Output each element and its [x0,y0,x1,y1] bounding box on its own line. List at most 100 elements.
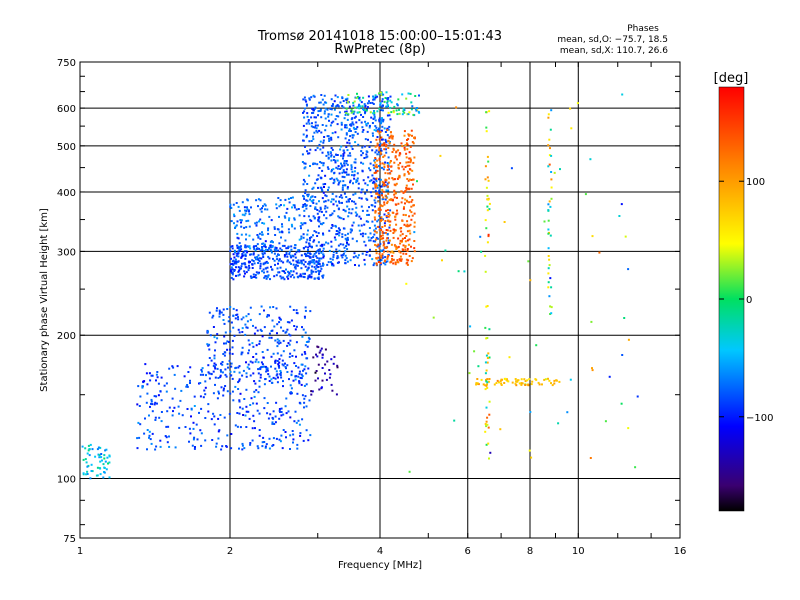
data-point [145,401,148,404]
data-point [301,161,304,163]
data-point [160,420,163,423]
data-point [405,225,408,228]
data-point [276,373,279,376]
data-point [312,215,315,218]
data-point [317,269,320,272]
data-point [402,213,405,216]
data-point [374,178,377,181]
data-point [376,186,379,189]
data-point [405,184,408,187]
data-point [409,161,412,164]
data-point [544,378,547,381]
data-point [277,197,280,199]
data-point [297,366,300,369]
data-point [309,205,312,207]
data-point [384,198,387,201]
data-point [253,395,256,398]
data-point [382,109,384,112]
data-point [212,314,215,317]
data-point [253,262,256,265]
data-point [229,203,232,206]
data-point [549,313,552,315]
y-tick-label: 600 [57,104,76,115]
data-point [404,144,407,147]
data-point [529,279,532,282]
data-point [411,105,414,108]
data-point [318,167,321,169]
data-point [487,235,490,238]
data-point [484,178,487,181]
data-point [358,103,361,106]
data-point [342,154,345,157]
data-point [321,356,324,359]
data-point [293,218,296,221]
data-point [237,250,240,253]
data-point [306,195,309,197]
data-point [108,461,111,464]
data-point [243,262,246,265]
data-point [346,260,349,263]
data-point [268,257,271,260]
data-point [320,386,323,389]
data-point [487,380,490,383]
data-point [398,112,401,115]
data-point [320,161,323,164]
data-point [305,383,308,386]
data-point [301,335,304,338]
data-point [229,245,232,248]
data-point [339,180,342,183]
data-point [348,105,351,108]
data-point [486,176,489,179]
data-point [390,260,393,263]
data-point [382,244,385,247]
data-point [253,332,256,335]
data-point [382,196,385,199]
data-point [86,452,89,455]
data-point [547,255,550,257]
data-point [287,277,290,280]
data-point [308,97,311,100]
data-point [484,165,487,168]
x-tick-label: 2 [227,546,233,557]
data-point [255,258,257,261]
data-point [292,270,295,273]
data-point [291,206,293,209]
data-point [371,101,374,104]
data-point [559,168,561,171]
data-point [278,438,281,441]
data-point [263,326,266,329]
data-point [365,124,368,127]
data-point [486,416,489,419]
data-point [281,359,284,362]
data-point [283,244,286,247]
data-point [213,423,216,426]
data-point [254,427,256,430]
data-point [257,361,260,364]
data-point [308,274,311,277]
data-point [487,198,490,201]
data-point [344,254,347,257]
data-point [621,354,624,356]
data-point [356,111,359,114]
data-point [146,392,149,395]
data-point [350,123,353,126]
data-point [194,446,196,448]
data-point [274,359,277,362]
data-point [306,357,309,360]
data-point [543,378,546,381]
data-point [293,204,296,207]
data-point [391,177,394,180]
data-point [233,222,235,225]
data-point [101,459,103,462]
data-point [302,98,305,101]
data-point [408,111,411,114]
data-point [278,231,281,234]
data-point [342,252,345,255]
data-point [288,253,291,255]
data-point [341,196,344,199]
data-point [441,259,443,262]
data-point [277,342,280,345]
data-point [250,277,253,279]
data-point [315,353,317,356]
data-point [381,180,384,183]
